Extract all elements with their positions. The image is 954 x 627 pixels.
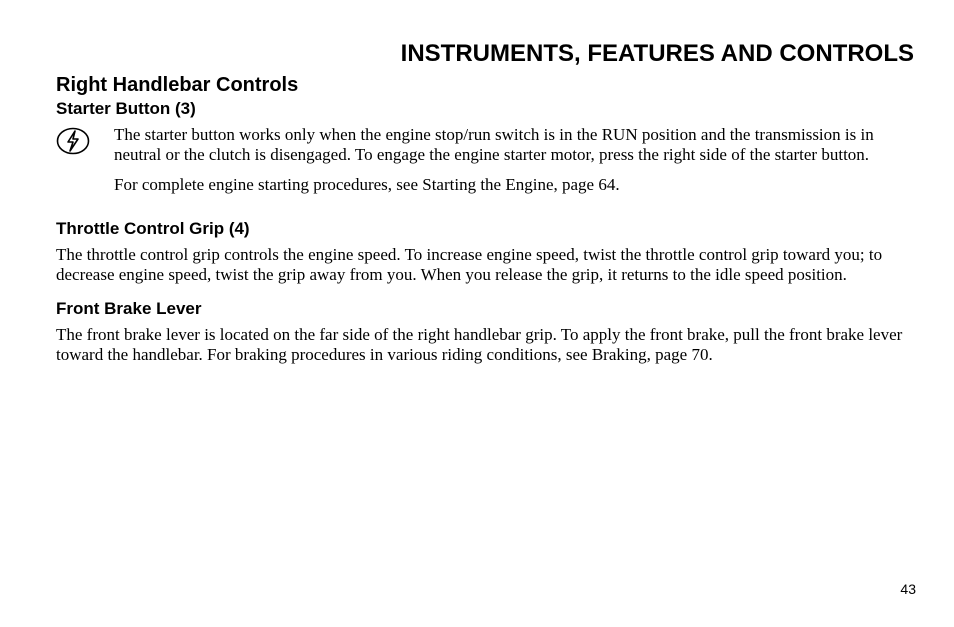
brake-paragraph-1: The front brake lever is located on the … [56, 325, 916, 365]
brake-heading: Front Brake Lever [56, 299, 916, 319]
throttle-heading: Throttle Control Grip (4) [56, 219, 916, 239]
throttle-paragraph-1: The throttle control grip controls the e… [56, 245, 916, 285]
starter-paragraph-1: The starter button works only when the e… [114, 125, 916, 165]
lightning-bolt-icon [56, 125, 96, 160]
starter-text-block: The starter button works only when the e… [114, 125, 916, 205]
starter-block: The starter button works only when the e… [56, 125, 916, 205]
section-title: Right Handlebar Controls [56, 74, 916, 97]
page-number: 43 [900, 581, 916, 597]
document-page: INSTRUMENTS, FEATURES AND CONTROLS Right… [0, 0, 954, 627]
starter-paragraph-2: For complete engine starting procedures,… [114, 175, 916, 195]
starter-heading: Starter Button (3) [56, 99, 916, 119]
page-title: INSTRUMENTS, FEATURES AND CONTROLS [56, 40, 914, 68]
